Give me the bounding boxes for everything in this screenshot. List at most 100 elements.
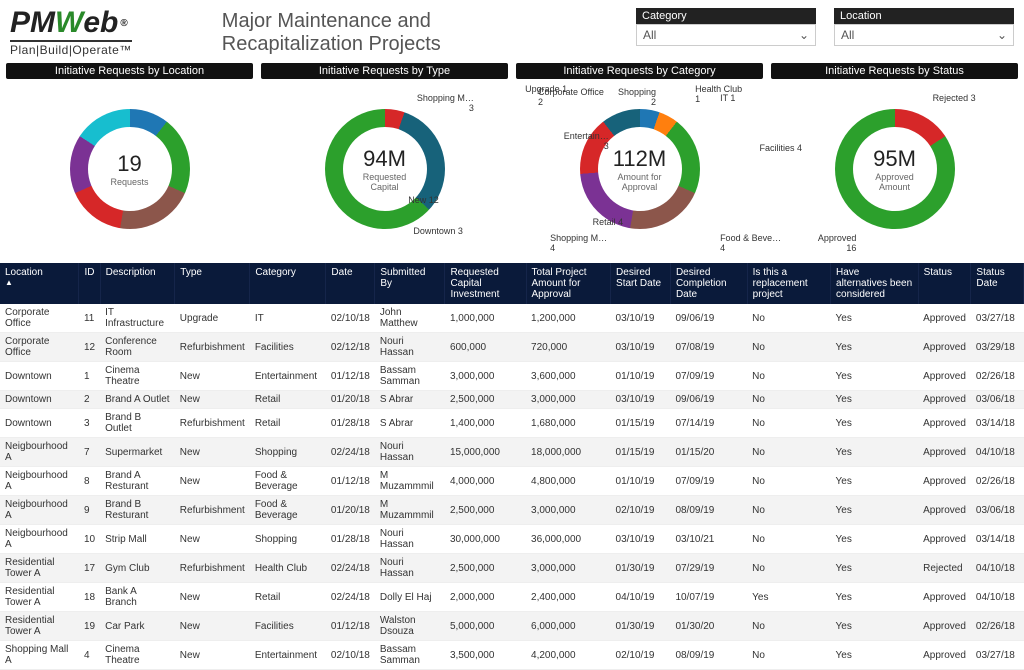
table-cell: 10 [79, 525, 100, 554]
table-header[interactable]: Type [175, 263, 250, 304]
donut[interactable]: 94MRequested Capital [325, 109, 445, 229]
table-cell: 5,000,000 [445, 612, 526, 641]
table-cell: 1,200,000 [526, 304, 611, 333]
table-cell: 17 [79, 554, 100, 583]
table-row[interactable]: Corporate Office11IT InfrastructureUpgra… [0, 304, 1024, 333]
table-row[interactable]: Neigbourhood A7SupermarketNewShopping02/… [0, 438, 1024, 467]
table-cell: 01/12/18 [326, 467, 375, 496]
table-cell: 4,200,000 [526, 641, 611, 670]
table-cell: Retail [250, 583, 326, 612]
table-row[interactable]: Downtown1Cinema TheatreNewEntertainment0… [0, 362, 1024, 391]
table-cell: 18,000,000 [526, 438, 611, 467]
table-header[interactable]: Total Project Amount for Approval [526, 263, 611, 304]
table-cell: Approved [918, 525, 971, 554]
table-cell: 10/07/19 [670, 583, 747, 612]
table-cell: 1,000,000 [445, 304, 526, 333]
table-cell: 04/10/18 [971, 438, 1024, 467]
table-header[interactable]: ID [79, 263, 100, 304]
table-cell: New [175, 583, 250, 612]
table-cell: Downtown [0, 391, 79, 409]
table-header[interactable]: Desired Start Date [611, 263, 671, 304]
table-cell: 02/10/19 [611, 496, 671, 525]
table-row[interactable]: Corporate Office12Conference RoomRefurbi… [0, 333, 1024, 362]
table-row[interactable]: Shopping Mall A4Cinema TheatreNewEnterta… [0, 641, 1024, 670]
table-row[interactable]: Residential Tower A18Bank A BranchNewRet… [0, 583, 1024, 612]
table-cell: 02/12/18 [326, 333, 375, 362]
donut[interactable]: 95MApproved Amount [835, 109, 955, 229]
table-header[interactable]: Location▲ [0, 263, 79, 304]
table-row[interactable]: Neigbourhood A10Strip MallNewShopping01/… [0, 525, 1024, 554]
slice-label: IT 1 [720, 93, 735, 103]
table-header[interactable]: Status Date [971, 263, 1024, 304]
table-cell: 3,000,000 [526, 554, 611, 583]
table-row[interactable]: Downtown2Brand A OutletNewRetail01/20/18… [0, 391, 1024, 409]
filter-category-select[interactable]: All ⌄ [636, 24, 816, 46]
table-cell: 3,500,000 [445, 641, 526, 670]
table-cell: Approved [918, 362, 971, 391]
table-header[interactable]: Category [250, 263, 326, 304]
table-cell: 07/09/19 [670, 362, 747, 391]
table-cell: Yes [831, 554, 919, 583]
chart-panel: Initiative Requests by Location19Request… [6, 63, 253, 259]
table-cell: 03/27/18 [971, 641, 1024, 670]
table-header[interactable]: Status [918, 263, 971, 304]
table-cell: 01/28/18 [326, 409, 375, 438]
donut-value: 94M [355, 146, 415, 172]
table-cell: Facilities [250, 333, 326, 362]
slice-label: Approved16 [818, 233, 857, 253]
table-cell: Nouri Hassan [375, 554, 445, 583]
chart-panel: Initiative Requests by Status95MApproved… [771, 63, 1018, 259]
table-row[interactable]: Neigbourhood A8Brand A ResturantNewFood … [0, 467, 1024, 496]
table-cell: New [175, 362, 250, 391]
table-row[interactable]: Downtown3Brand B OutletRefurbishmentReta… [0, 409, 1024, 438]
table-header[interactable]: Desired Completion Date [670, 263, 747, 304]
table-cell: Nouri Hassan [375, 525, 445, 554]
donut[interactable]: 112MAmount for Approval [580, 109, 700, 229]
table-row[interactable]: Neigbourhood A9Brand B ResturantRefurbis… [0, 496, 1024, 525]
table-header[interactable]: Requested Capital Investment [445, 263, 526, 304]
table-cell: Approved [918, 496, 971, 525]
table-cell: New [175, 391, 250, 409]
table-cell: Bassam Samman [375, 641, 445, 670]
table-header[interactable]: Is this a replacement project [747, 263, 830, 304]
table-cell: 04/10/18 [971, 583, 1024, 612]
table-cell: 02/24/18 [326, 554, 375, 583]
table-cell: 01/20/18 [326, 391, 375, 409]
table-cell: 03/14/18 [971, 525, 1024, 554]
table-cell: 02/10/18 [326, 304, 375, 333]
table-cell: 02/26/18 [971, 612, 1024, 641]
table-cell: Refurbishment [175, 496, 250, 525]
table-cell: 11 [79, 304, 100, 333]
table-row[interactable]: Residential Tower A17Gym ClubRefurbishme… [0, 554, 1024, 583]
table-cell: No [747, 641, 830, 670]
header: PMWeb® Plan|Build|Operate™ Major Mainten… [0, 0, 1024, 61]
chart-title: Initiative Requests by Category [516, 63, 763, 79]
donut[interactable]: 19Requests [70, 109, 190, 229]
filter-category-value: All [643, 28, 656, 42]
table-cell: 3,600,000 [526, 362, 611, 391]
charts-row: Initiative Requests by Location19Request… [0, 61, 1024, 263]
table-cell: 1,400,000 [445, 409, 526, 438]
table-cell: No [747, 362, 830, 391]
chart-panel: Initiative Requests by Type 94MRequested … [261, 63, 508, 259]
table-cell: 08/09/19 [670, 496, 747, 525]
table-cell: 01/30/19 [611, 612, 671, 641]
slice-label: Shopping2 [618, 87, 656, 107]
table-cell: New [175, 612, 250, 641]
table-row[interactable]: Residential Tower A19Car ParkNewFaciliti… [0, 612, 1024, 641]
slice-label: Entertain…3 [564, 131, 609, 151]
table-header[interactable]: Date [326, 263, 375, 304]
table-cell: 720,000 [526, 333, 611, 362]
chart-title: Initiative Requests by Type [261, 63, 508, 79]
table-cell: Shopping [250, 438, 326, 467]
table-header[interactable]: Have alternatives been considered [831, 263, 919, 304]
table-body: Corporate Office11IT InfrastructureUpgra… [0, 304, 1024, 670]
table-cell: Car Park [100, 612, 175, 641]
table-cell: 09/06/19 [670, 304, 747, 333]
requests-table: Location▲IDDescriptionTypeCategoryDateSu… [0, 263, 1024, 670]
table-cell: 02/26/18 [971, 467, 1024, 496]
filter-location-select[interactable]: All ⌄ [834, 24, 1014, 46]
table-header[interactable]: Submitted By [375, 263, 445, 304]
table-cell: 18 [79, 583, 100, 612]
table-header[interactable]: Description [100, 263, 175, 304]
